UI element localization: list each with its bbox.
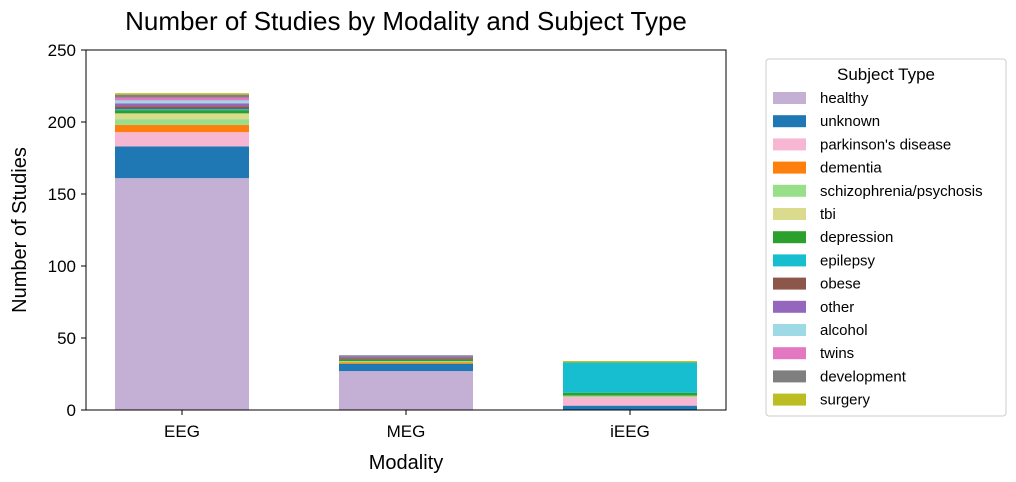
legend-label: epilepsy	[820, 252, 876, 269]
bar-segment-eeg-11	[115, 97, 249, 101]
x-tick-label: EEG	[164, 422, 200, 441]
legend-swatch	[773, 300, 806, 313]
y-tick-label: 100	[48, 257, 76, 276]
bar-segment-eeg-4	[115, 119, 249, 125]
legend-swatch	[773, 208, 806, 220]
bar-segment-meg-9	[339, 356, 473, 359]
legend-swatch	[773, 138, 806, 151]
legend-swatch	[773, 370, 806, 383]
bar-segment-eeg-10	[115, 100, 249, 104]
y-axis: 0 50 100 150 200 250	[48, 41, 86, 420]
legend-swatch	[773, 92, 806, 104]
y-tick-label: 0	[67, 401, 76, 420]
legend-label: development	[820, 368, 907, 385]
legend-swatch	[773, 254, 806, 267]
bar-segment-meg-3	[339, 362, 473, 364]
legend-swatch	[773, 161, 806, 174]
legend-label: parkinson's disease	[820, 136, 951, 153]
legend-swatch	[773, 393, 806, 406]
bar-segment-eeg-8	[115, 106, 249, 110]
legend-label: healthy	[820, 90, 869, 107]
y-axis-label: Number of Studies	[9, 147, 31, 313]
bar-segment-eeg-7	[115, 109, 249, 111]
legend-label: twins	[820, 345, 854, 362]
legend-swatch	[773, 231, 806, 244]
x-axis: EEG MEG iEEG	[164, 410, 650, 441]
y-tick-label: 200	[48, 113, 76, 132]
bar-segment-ieeg-4	[563, 395, 697, 398]
chart-title: Number of Studies by Modality and Subjec…	[125, 6, 687, 36]
legend-swatch	[773, 347, 806, 360]
y-tick-label: 250	[48, 41, 76, 60]
bar-segment-eeg-13	[115, 93, 249, 95]
bar-segment-eeg-12	[115, 94, 249, 98]
legend-title: Subject Type	[837, 65, 935, 84]
legend-label: depression	[820, 229, 893, 246]
bar-segment-eeg-9	[115, 103, 249, 107]
bar-segment-meg-0	[339, 371, 473, 410]
legend-swatch	[773, 115, 806, 128]
bar-segment-meg-6	[339, 359, 473, 362]
bar-segment-ieeg-7	[563, 362, 697, 393]
bar-segment-eeg-5	[115, 113, 249, 120]
legend-swatch	[773, 277, 806, 290]
x-tick-label: iEEG	[610, 422, 650, 441]
bar-segment-eeg-2	[115, 132, 249, 147]
legend-label: schizophrenia/psychosis	[820, 183, 983, 200]
y-tick-label: 150	[48, 185, 76, 204]
bar-segment-ieeg-13	[563, 361, 697, 363]
bar-segment-meg-12	[339, 355, 473, 357]
legend-label: unknown	[820, 113, 880, 130]
legend: Subject Type healthy unknown parkinson's d…	[765, 58, 1007, 417]
legend-label: surgery	[820, 392, 871, 409]
bar-segment-eeg-0	[115, 178, 249, 410]
legend-label: obese	[820, 276, 861, 293]
legend-swatch	[773, 324, 806, 336]
legend-label: dementia	[820, 160, 882, 177]
bar-segment-ieeg-2	[563, 397, 697, 406]
bar-segment-ieeg-1	[563, 405, 697, 410]
legend-label: other	[820, 299, 854, 316]
legend-swatch	[773, 184, 806, 197]
legend-frame	[765, 58, 1007, 417]
bar-segment-eeg-3	[115, 124, 249, 133]
x-axis-label: Modality	[369, 452, 443, 474]
bar-segment-eeg-1	[115, 146, 249, 179]
bars-group	[115, 93, 697, 410]
bar-segment-meg-4	[339, 361, 473, 363]
x-tick-label: MEG	[387, 422, 426, 441]
bar-segment-ieeg-6	[563, 392, 697, 396]
y-tick-label: 50	[57, 329, 76, 348]
legend-label: alcohol	[820, 322, 868, 339]
bar-segment-meg-1	[339, 363, 473, 372]
bar-segment-meg-8	[339, 358, 473, 360]
legend-label: tbi	[820, 206, 836, 223]
bar-segment-eeg-6	[115, 110, 249, 114]
